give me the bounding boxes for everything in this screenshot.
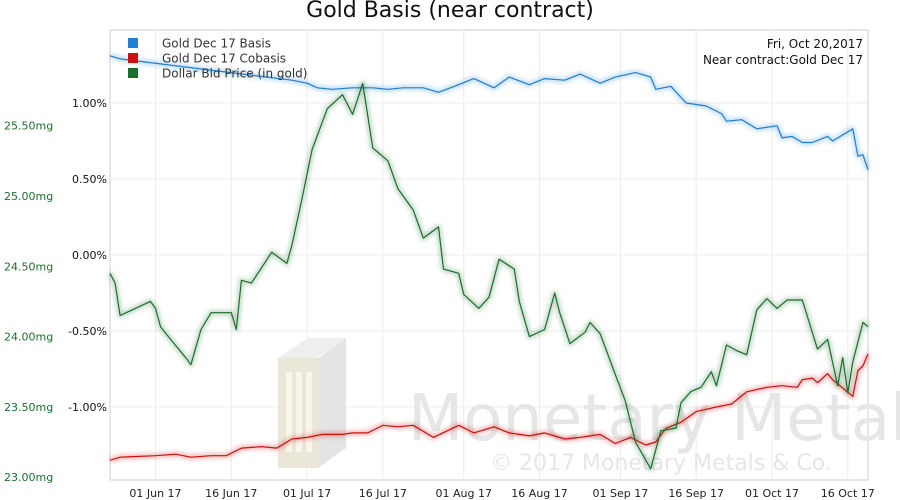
- legend-item[interactable]: Gold Dec 17 Cobasis: [128, 52, 286, 66]
- series-3: [107, 80, 870, 472]
- right-tick-label: -0.50%: [68, 325, 107, 338]
- series-layer: [107, 53, 871, 472]
- x-tick-label: 16 Jul 17: [359, 487, 407, 500]
- watermark-copyright: © 2017 Monetary Metals & Co.: [490, 451, 832, 476]
- left-tick-label: 24.50mg: [4, 260, 53, 273]
- series-line: [109, 353, 869, 461]
- left-tick-label: 23.00mg: [4, 471, 53, 484]
- legend-label: Gold Dec 17 Cobasis: [162, 52, 286, 66]
- x-tick-label: 16 Jun 17: [205, 487, 257, 500]
- x-tick-label: 01 Jun 17: [129, 487, 181, 500]
- series-1: [109, 53, 871, 171]
- right-axis-ticks: 1.00% 0.50% 0.00% -0.50% -1.00%: [68, 97, 107, 414]
- legend-item[interactable]: Gold Dec 17 Basis: [128, 37, 271, 51]
- left-axis-ticks: 25.50mg 25.00mg 24.50mg 24.00mg 23.50mg 23.00…: [4, 120, 53, 485]
- x-tick-label: 16 Sep 17: [668, 487, 724, 500]
- right-tick-label: 0.00%: [72, 249, 107, 262]
- right-tick-label: 1.00%: [72, 97, 107, 110]
- x-tick-label: 01 Oct 17: [745, 487, 799, 500]
- series-line: [109, 82, 869, 470]
- series-line: [109, 55, 869, 171]
- x-tick-label: 16 Aug 17: [511, 487, 567, 500]
- left-tick-label: 25.00mg: [4, 190, 53, 203]
- legend-swatch: [128, 38, 138, 48]
- chart-title: Gold Basis (near contract): [306, 0, 594, 23]
- right-tick-label: -1.00%: [68, 401, 107, 414]
- info-date: Fri, Oct 20,2017: [767, 37, 863, 51]
- x-axis-ticks: 01 Jun 17 16 Jun 17 01 Jul 17 16 Jul 17 01 A…: [129, 487, 874, 500]
- x-tick-label: 01 Sep 17: [593, 487, 649, 500]
- watermark-logo: [278, 338, 346, 468]
- legend-label: Gold Dec 17 Basis: [162, 37, 271, 51]
- series-2: [109, 352, 871, 463]
- legend-swatch: [128, 68, 138, 78]
- right-tick-label: 0.50%: [72, 173, 107, 186]
- x-tick-label: 16 Oct 17: [821, 487, 875, 500]
- left-tick-label: 25.50mg: [4, 120, 53, 133]
- legend-label: Dollar Bid Price (in gold): [162, 67, 307, 81]
- left-tick-label: 23.50mg: [4, 401, 53, 414]
- legend-item[interactable]: Dollar Bid Price (in gold): [128, 67, 307, 81]
- x-tick-label: 01 Jul 17: [283, 487, 331, 500]
- x-tick-label: 01 Aug 17: [435, 487, 491, 500]
- info-contract: Near contract:Gold Dec 17: [703, 53, 863, 67]
- legend-swatch: [128, 53, 138, 63]
- left-tick-label: 24.00mg: [4, 331, 53, 344]
